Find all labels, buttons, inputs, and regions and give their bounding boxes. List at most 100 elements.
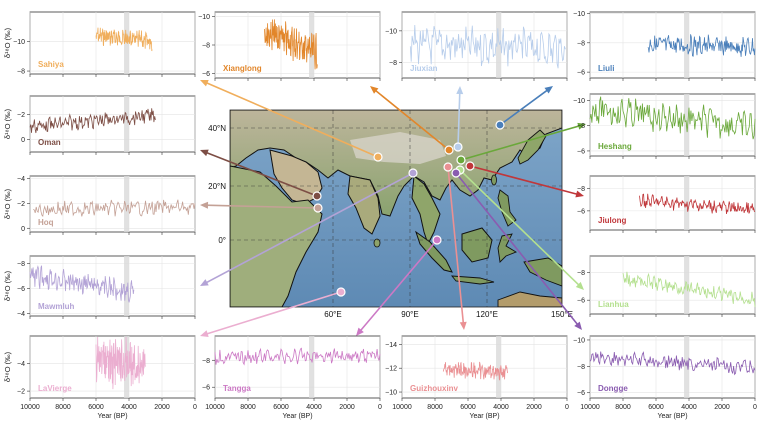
site-marker-oman[interactable] [312, 191, 322, 201]
panel-liuli: −6 −8 −10 Liuli [573, 11, 756, 81]
y-tick-label: −2 [17, 201, 25, 208]
y-tick-label: −6 [202, 71, 210, 78]
x-tick-label: 6000 [460, 404, 476, 411]
event-band-4-2ka [124, 176, 129, 232]
x-tick-label: 0 [378, 404, 382, 411]
map-lon-label-150e: 150°E [551, 310, 573, 319]
site-marker-dongge[interactable] [451, 168, 461, 178]
arrow-oman [205, 151, 318, 197]
y-tick-label: 0 [21, 226, 25, 233]
event-band-4-2ka [124, 12, 129, 74]
x-tick-label: 0 [753, 404, 757, 411]
series-line-hoq [33, 199, 196, 217]
series-line-jiuxian [409, 24, 566, 69]
y-tick-label: −10 [198, 14, 210, 21]
site-name-lianhua: Lianhua [598, 300, 629, 309]
site-name-jiuxian: Jiuxian [410, 64, 438, 73]
arrowhead-dongge [574, 321, 582, 330]
x-tick-label: 10000 [580, 404, 600, 411]
arrowhead-hoq [200, 201, 209, 209]
x-tick-label: 2000 [339, 404, 355, 411]
site-markers [312, 120, 505, 297]
x-tick-label: 2000 [154, 404, 170, 411]
arrowhead-liuli [544, 86, 553, 94]
y-tick-label: −14 [385, 342, 397, 349]
site-name-hoq: Hoq [38, 218, 54, 227]
panel-lavierge: −2 −4 10000 8000 6000 4000 2000 0 Year (BP) δ¹⁸O … [3, 335, 197, 420]
series-line-lianhua [622, 271, 756, 308]
arrow-jiuxian [457, 91, 461, 148]
y-tick-label: −8 [577, 270, 585, 277]
x-tick-label: 4000 [121, 404, 137, 411]
arrow-tangga [359, 239, 438, 332]
event-band-4-2ka [496, 12, 501, 78]
y-axis-label: δ¹⁸O (‰) [3, 27, 12, 58]
series-line-sahiya [95, 27, 153, 52]
site-marker-liuli[interactable] [495, 120, 505, 130]
y-tick-label: −8 [577, 40, 585, 47]
site-marker-sahiya[interactable] [373, 152, 383, 162]
site-name-oman: Oman [38, 138, 61, 147]
y-tick-label: −8 [389, 60, 397, 67]
series-line-tangga [214, 347, 381, 366]
site-marker-jiulong[interactable] [465, 161, 475, 171]
site-marker-lavierge[interactable] [336, 287, 346, 297]
y-tick-label: −10 [573, 11, 585, 18]
panel-jiulong: −6 −8 Jiulong [577, 175, 756, 233]
site-marker-heshang[interactable] [456, 155, 466, 165]
y-tick-label: −10 [573, 337, 585, 344]
series-line-heshang [589, 96, 756, 140]
y-tick-label: −8 [202, 43, 210, 50]
arrowhead-sahiya [200, 79, 209, 87]
x-tick-label: 8000 [55, 404, 71, 411]
series-line-mawmluh [29, 265, 135, 303]
site-marker-hoq[interactable] [313, 203, 323, 213]
arrowhead-jiuxian [456, 86, 464, 95]
x-tick-label: 4000 [306, 404, 322, 411]
y-tick-label: −6 [577, 208, 585, 215]
x-axis-label: Year (BP) [657, 413, 687, 420]
x-axis-label: Year (BP) [97, 413, 127, 420]
arrowhead-guizhouxinv [459, 321, 467, 330]
x-tick-label: 6000 [273, 404, 289, 411]
site-name-sahiya: Sahiya [38, 60, 64, 69]
y-tick-label: −2 [17, 112, 25, 119]
site-marker-guizhouxinv[interactable] [443, 162, 453, 172]
series-line-liuli [647, 34, 756, 57]
y-axis-label: δ¹⁸O (‰) [3, 108, 12, 139]
site-marker-xianglong[interactable] [444, 145, 454, 155]
series-line-oman [29, 108, 156, 134]
arrow-jiulong [469, 165, 579, 196]
y-tick-label: −8 [577, 364, 585, 371]
y-tick-label: −8 [17, 69, 25, 76]
y-tick-label: −8 [577, 123, 585, 130]
panel-frame [589, 255, 756, 315]
arrow-liuli [499, 88, 549, 126]
x-tick-label: 6000 [88, 404, 104, 411]
site-marker-mawmluh[interactable] [408, 168, 418, 178]
y-tick-label: −6 [577, 148, 585, 155]
x-tick-label: 10000 [20, 404, 40, 411]
site-marker-tangga[interactable] [432, 235, 442, 245]
arrow-lavierge [205, 291, 342, 335]
arrow-guizhouxinv [447, 166, 465, 325]
panel-heshang: −6 −8 −10 Heshang [573, 93, 756, 159]
map-lon-label-120e: 120°E [476, 310, 498, 319]
event-band-4-2ka [496, 336, 501, 398]
map-lat-label-0: 0° [218, 236, 226, 245]
y-tick-label: −10 [385, 28, 397, 35]
site-name-lavierge: LaVierge [38, 384, 72, 393]
x-tick-label: 8000 [240, 404, 256, 411]
panel-xianglong: −6 −8 −10 Xianglong [198, 11, 381, 81]
y-tick-label: 0 [21, 137, 25, 144]
x-tick-label: 0 [193, 404, 197, 411]
map-lat-label-20n: 20°N [208, 182, 226, 191]
x-tick-label: 0 [565, 404, 569, 411]
site-marker-jiuxian[interactable] [453, 142, 463, 152]
site-arrows [200, 79, 586, 337]
arrow-heshang [460, 124, 581, 161]
arrowhead-jiulong [575, 190, 584, 198]
x-tick-label: 8000 [427, 404, 443, 411]
